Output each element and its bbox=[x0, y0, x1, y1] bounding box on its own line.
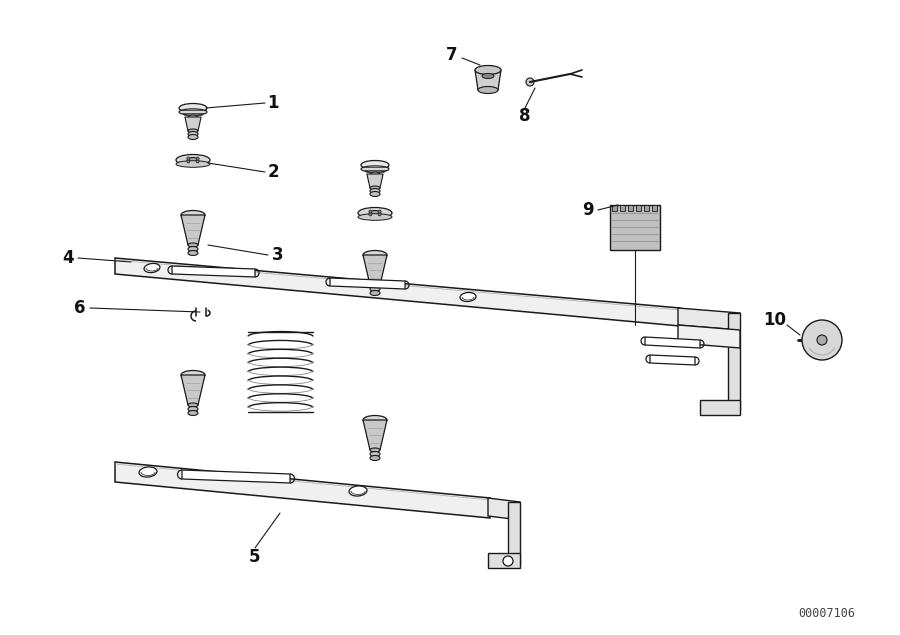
Polygon shape bbox=[488, 498, 520, 520]
Circle shape bbox=[802, 320, 842, 360]
Polygon shape bbox=[700, 400, 740, 415]
Polygon shape bbox=[678, 308, 740, 330]
Circle shape bbox=[526, 78, 534, 86]
Polygon shape bbox=[645, 337, 700, 348]
Circle shape bbox=[369, 210, 372, 213]
Polygon shape bbox=[172, 266, 255, 277]
Ellipse shape bbox=[370, 455, 380, 460]
Circle shape bbox=[196, 160, 199, 163]
Ellipse shape bbox=[188, 250, 198, 255]
Ellipse shape bbox=[475, 65, 501, 74]
Ellipse shape bbox=[361, 166, 389, 172]
Polygon shape bbox=[363, 255, 387, 285]
Polygon shape bbox=[636, 205, 641, 211]
Circle shape bbox=[369, 213, 372, 216]
Ellipse shape bbox=[179, 104, 207, 112]
Ellipse shape bbox=[176, 154, 210, 166]
Circle shape bbox=[817, 335, 827, 345]
Polygon shape bbox=[475, 70, 501, 90]
Polygon shape bbox=[488, 553, 520, 568]
Polygon shape bbox=[644, 205, 649, 211]
Polygon shape bbox=[508, 502, 520, 565]
Text: 8: 8 bbox=[519, 107, 531, 125]
Ellipse shape bbox=[188, 129, 198, 133]
Circle shape bbox=[187, 157, 190, 160]
Polygon shape bbox=[728, 313, 740, 410]
Text: 3: 3 bbox=[272, 246, 284, 264]
Polygon shape bbox=[363, 420, 387, 450]
Ellipse shape bbox=[361, 161, 389, 170]
Polygon shape bbox=[115, 462, 490, 518]
Polygon shape bbox=[610, 205, 660, 250]
Polygon shape bbox=[115, 258, 680, 326]
Text: 6: 6 bbox=[74, 299, 86, 317]
Text: 5: 5 bbox=[249, 548, 261, 566]
Ellipse shape bbox=[188, 115, 197, 119]
Ellipse shape bbox=[370, 451, 380, 457]
Ellipse shape bbox=[176, 161, 210, 167]
Ellipse shape bbox=[370, 448, 380, 452]
Ellipse shape bbox=[358, 214, 392, 220]
Ellipse shape bbox=[188, 403, 198, 407]
Circle shape bbox=[378, 210, 382, 213]
Ellipse shape bbox=[188, 410, 198, 415]
Ellipse shape bbox=[370, 283, 380, 287]
Ellipse shape bbox=[370, 189, 380, 194]
Ellipse shape bbox=[349, 486, 367, 496]
Ellipse shape bbox=[370, 192, 380, 196]
Ellipse shape bbox=[371, 172, 380, 176]
Ellipse shape bbox=[363, 250, 387, 260]
Polygon shape bbox=[612, 205, 617, 211]
Polygon shape bbox=[184, 117, 201, 131]
Ellipse shape bbox=[188, 157, 198, 163]
Ellipse shape bbox=[370, 286, 380, 291]
Text: 4: 4 bbox=[62, 249, 74, 267]
Polygon shape bbox=[182, 470, 290, 483]
Ellipse shape bbox=[188, 135, 198, 140]
Ellipse shape bbox=[482, 74, 494, 79]
Polygon shape bbox=[678, 325, 740, 348]
Polygon shape bbox=[330, 278, 405, 289]
Text: 10: 10 bbox=[763, 311, 787, 329]
Circle shape bbox=[196, 157, 199, 160]
Polygon shape bbox=[367, 174, 383, 188]
Ellipse shape bbox=[188, 406, 198, 411]
Ellipse shape bbox=[358, 208, 392, 218]
Text: 9: 9 bbox=[582, 201, 594, 219]
Polygon shape bbox=[650, 355, 695, 365]
Ellipse shape bbox=[181, 370, 205, 380]
Circle shape bbox=[187, 160, 190, 163]
Ellipse shape bbox=[478, 86, 498, 93]
Ellipse shape bbox=[363, 415, 387, 425]
Ellipse shape bbox=[370, 210, 380, 215]
Polygon shape bbox=[628, 205, 633, 211]
Text: 7: 7 bbox=[446, 46, 458, 64]
Circle shape bbox=[503, 556, 513, 566]
Polygon shape bbox=[181, 375, 205, 405]
Ellipse shape bbox=[188, 246, 198, 251]
Circle shape bbox=[378, 213, 382, 216]
Ellipse shape bbox=[370, 186, 380, 190]
Ellipse shape bbox=[139, 467, 157, 477]
Ellipse shape bbox=[144, 264, 160, 272]
Ellipse shape bbox=[188, 243, 198, 247]
Ellipse shape bbox=[370, 290, 380, 295]
Text: 2: 2 bbox=[267, 163, 279, 181]
Ellipse shape bbox=[188, 131, 198, 137]
Polygon shape bbox=[620, 205, 625, 211]
Text: 00007106: 00007106 bbox=[798, 607, 855, 620]
Ellipse shape bbox=[460, 293, 476, 302]
Polygon shape bbox=[652, 205, 657, 211]
Text: 1: 1 bbox=[267, 94, 279, 112]
Ellipse shape bbox=[181, 210, 205, 220]
Polygon shape bbox=[181, 215, 205, 245]
Ellipse shape bbox=[179, 109, 207, 115]
